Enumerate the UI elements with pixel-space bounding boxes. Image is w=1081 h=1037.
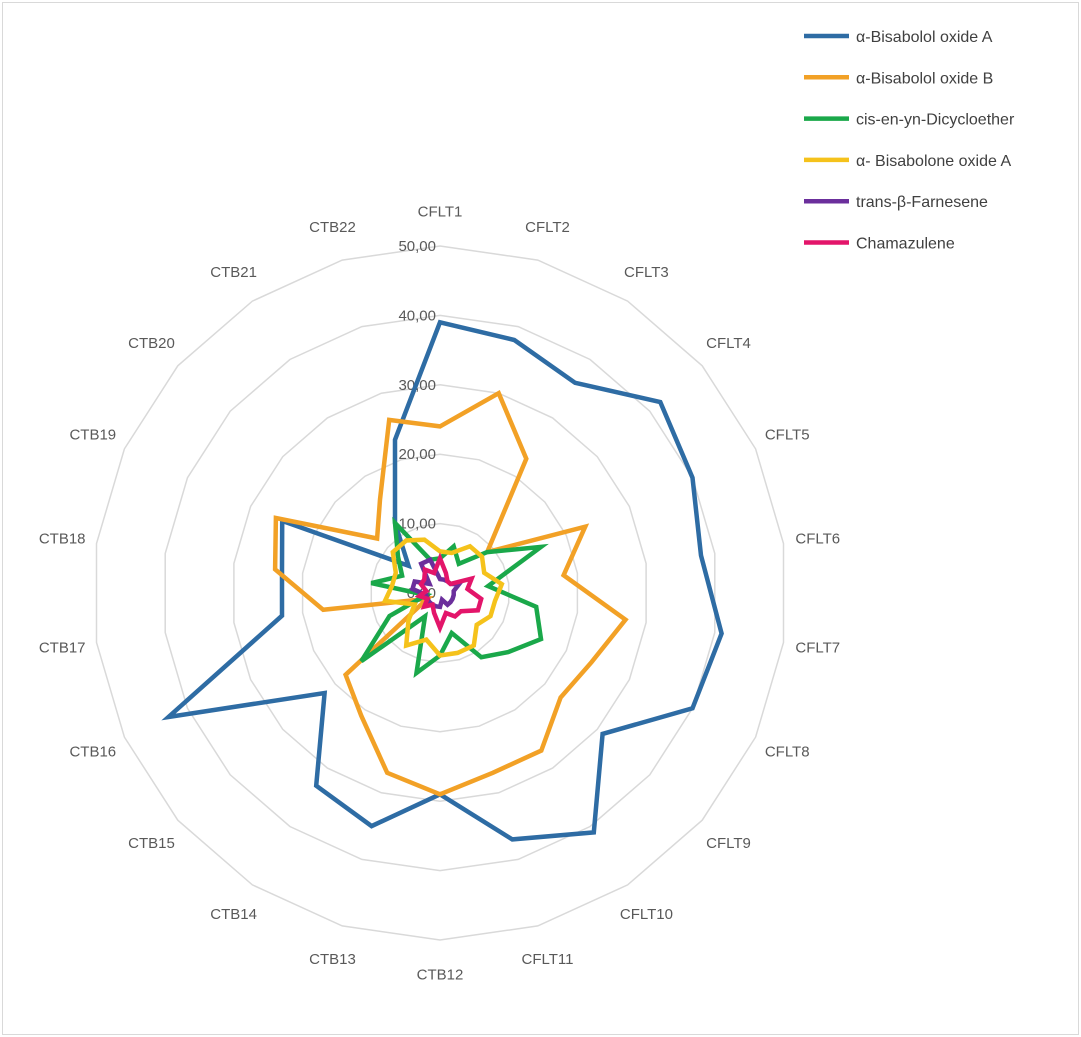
category-label: CFLT2 (525, 219, 570, 236)
category-label: CTB19 (69, 426, 116, 443)
legend-label: α- Bisabolone oxide A (856, 153, 1011, 170)
tick-label: 20,00 (398, 446, 436, 463)
tick-label: 40,00 (398, 307, 436, 324)
category-label: CTB20 (128, 335, 175, 352)
legend: α-Bisabolol oxide A α-Bisabolol oxide B … (804, 29, 1015, 253)
category-label: CFLT5 (765, 426, 810, 443)
category-label: CFLT6 (795, 531, 840, 548)
category-label: CFLT8 (765, 744, 810, 761)
category-label: CTB18 (39, 531, 86, 548)
category-label: CTB21 (210, 264, 257, 281)
category-label: CFLT4 (706, 335, 751, 352)
tick-label: 10,00 (398, 516, 436, 533)
data-series (161, 319, 724, 842)
series-line-3 (381, 537, 505, 658)
legend-label: α-Bisabolol oxide B (856, 70, 993, 87)
series-line-1 (272, 389, 629, 797)
category-label: CFLT11 (522, 951, 574, 968)
legend-label: trans-β-Farnesene (856, 194, 988, 211)
tick-label: 50,00 (398, 238, 436, 255)
category-label: CFLT1 (418, 203, 463, 220)
grid-ring (301, 453, 579, 733)
category-label: CFLT10 (620, 906, 673, 923)
category-label: CTB15 (128, 835, 175, 852)
category-label: CTB22 (309, 219, 356, 236)
legend-label: Chamazulene (856, 236, 955, 253)
category-label: CTB14 (210, 906, 257, 923)
series-line-5 (414, 552, 484, 634)
category-labels: CFLT1 CFLT2 CFLT3 CFLT4 CFLT5 CFLT6 CFLT… (39, 203, 840, 983)
category-label: CTB13 (309, 951, 356, 968)
category-label: CTB12 (417, 967, 464, 984)
grid-ring (370, 522, 510, 664)
category-label: CTB16 (69, 744, 116, 761)
legend-label: cis-en-yn-Dicycloether (856, 112, 1015, 129)
category-label: CFLT3 (624, 264, 669, 281)
grid-ring (95, 245, 785, 941)
category-label: CFLT7 (795, 639, 840, 656)
category-label: CFLT9 (706, 835, 751, 852)
radar-grid (95, 245, 785, 941)
grid-ring (164, 314, 716, 872)
legend-label: α-Bisabolol oxide A (856, 29, 993, 46)
category-label: CTB17 (39, 639, 86, 656)
grid-ring (233, 384, 647, 802)
